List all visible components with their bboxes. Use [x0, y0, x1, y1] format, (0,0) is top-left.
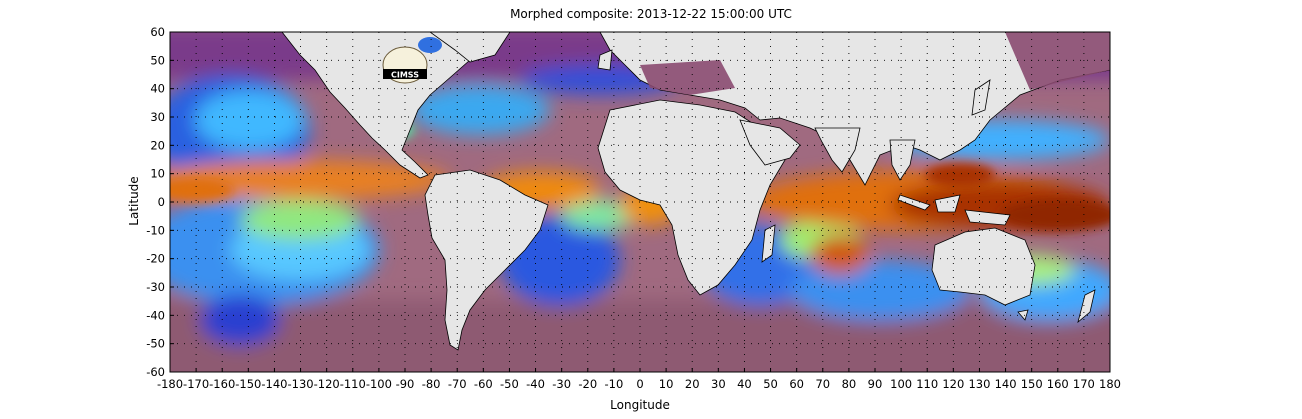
x-tick-label: 160: [1047, 377, 1069, 391]
chart-title: Morphed composite: 2013-12-22 15:00:00 U…: [510, 7, 792, 21]
y-tick-label: -30: [146, 280, 165, 294]
x-tick-label: -160: [209, 377, 235, 391]
x-tick-label: 100: [890, 377, 912, 391]
plot-area: [170, 32, 1110, 372]
y-tick-label: -60: [146, 365, 165, 379]
x-axis-label: Longitude: [610, 398, 670, 412]
continents: [281, 32, 1110, 351]
grid-lines: [170, 32, 1110, 372]
x-tick-label: 120: [942, 377, 964, 391]
x-tick-label: 80: [842, 377, 857, 391]
x-tick-label: -150: [235, 377, 261, 391]
cimss-logo: CIMSS: [382, 46, 428, 84]
x-tick-label: -170: [183, 377, 209, 391]
y-tick-label: 30: [150, 110, 165, 124]
x-tick-label: -20: [578, 377, 597, 391]
x-tick-label: 0: [636, 377, 643, 391]
y-tick-label: 0: [158, 195, 165, 209]
x-tick-label: 110: [916, 377, 938, 391]
x-tick-label: 30: [711, 377, 726, 391]
y-tick-label: 40: [150, 82, 165, 96]
x-tick-label: 60: [789, 377, 804, 391]
x-tick-label: -80: [422, 377, 441, 391]
y-tick-label: -20: [146, 252, 165, 266]
x-tick-label: -130: [288, 377, 314, 391]
y-tick-label: -40: [146, 308, 165, 322]
x-tick-label: -90: [396, 377, 415, 391]
x-tick-label: -180: [157, 377, 183, 391]
x-tick-label: 40: [737, 377, 752, 391]
x-tick-label: 170: [1073, 377, 1095, 391]
x-tick-label: 140: [995, 377, 1017, 391]
x-tick-label: -30: [552, 377, 571, 391]
x-tick-label: 180: [1099, 377, 1121, 391]
x-tick-label: 150: [1021, 377, 1043, 391]
x-tick-label: 10: [659, 377, 674, 391]
x-axis-ticks: -180 -170 -160 -150 -140 -130 -120 -110 -100 -90-…: [157, 368, 1121, 391]
x-tick-label: 90: [868, 377, 883, 391]
x-tick-label: 70: [815, 377, 830, 391]
x-tick-label: -60: [474, 377, 493, 391]
x-tick-label: -110: [340, 377, 366, 391]
x-tick-label: 130: [968, 377, 990, 391]
y-tick-label: -10: [146, 223, 165, 237]
x-tick-label: -70: [448, 377, 467, 391]
x-tick-label: -50: [500, 377, 519, 391]
x-tick-label: -120: [314, 377, 340, 391]
y-tick-label: 20: [150, 138, 165, 152]
x-tick-label: -140: [261, 377, 287, 391]
y-axis-ticks: 60 50 40 30 20 10 0 -10 -20 -30 -40 -50 -60: [146, 25, 174, 379]
y-tick-label: 60: [150, 25, 165, 39]
x-tick-label: -40: [526, 377, 545, 391]
x-tick-label: -100: [366, 377, 392, 391]
y-tick-label: 10: [150, 167, 165, 181]
y-tick-label: 50: [150, 53, 165, 67]
y-axis-label: Latitude: [127, 176, 141, 226]
x-tick-label: 50: [763, 377, 778, 391]
x-tick-label: 20: [685, 377, 700, 391]
x-tick-label: -10: [604, 377, 623, 391]
logo-text: CIMSS: [391, 71, 419, 80]
y-tick-label: -50: [146, 337, 165, 351]
